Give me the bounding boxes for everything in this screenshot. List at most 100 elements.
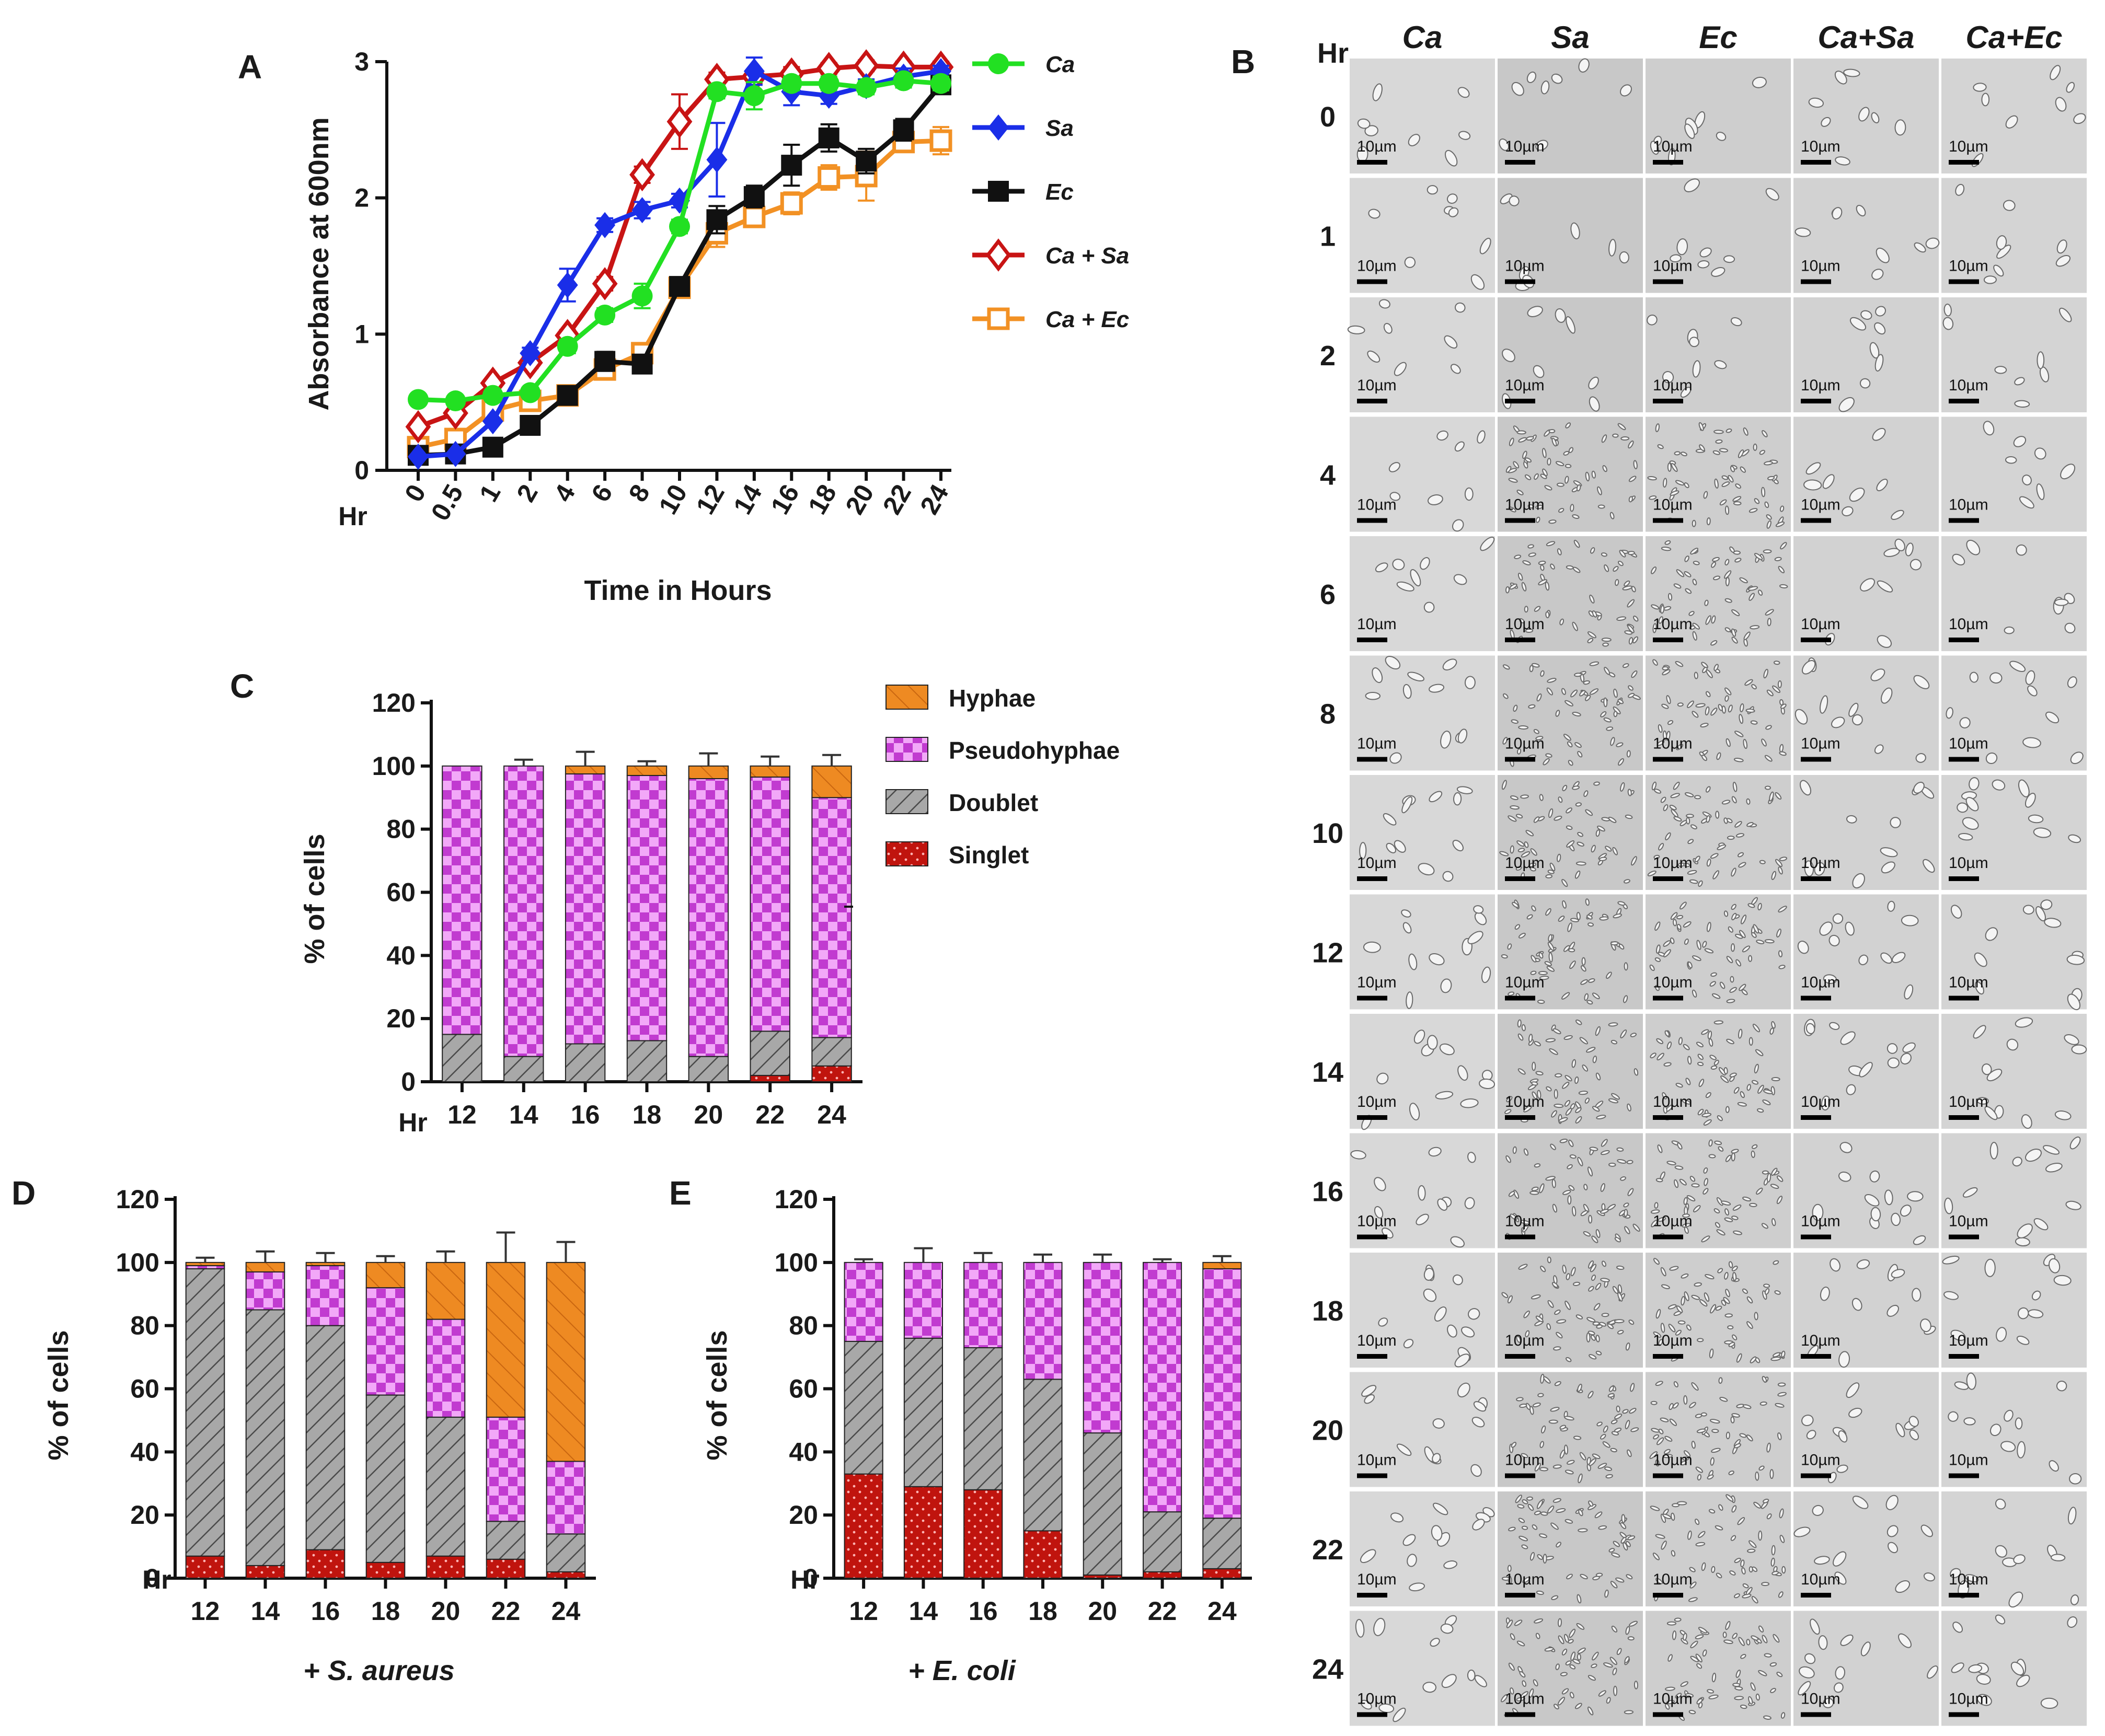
cell-blob <box>1513 461 1520 469</box>
cell-blob <box>1376 1072 1389 1085</box>
micrograph-ca-ec-24h: 10µm <box>1941 1611 2087 1726</box>
cell-blob <box>1974 952 1987 967</box>
data-point-ca <box>893 70 914 91</box>
cell-blob <box>1552 1498 1561 1503</box>
cell-blob <box>1616 1265 1625 1270</box>
panel-a-x-label: Time in Hours <box>584 575 772 606</box>
cell-blob <box>1891 1212 1901 1226</box>
cell-blob <box>1547 1505 1555 1514</box>
cell-blob <box>1909 1429 1919 1440</box>
scale-bar-label: 10µm <box>1505 1452 1545 1469</box>
cell-blob <box>1567 1164 1573 1170</box>
cell-blob <box>1619 251 1629 264</box>
cell-blob <box>1610 1581 1618 1589</box>
cell-blob <box>1429 791 1443 803</box>
cell-blob <box>1579 1037 1588 1045</box>
cell-blob <box>1406 991 1413 1009</box>
cell-blob <box>1720 1075 1729 1083</box>
panel-a-x-tick-label: 14 <box>728 479 767 519</box>
cell-blob <box>1746 1321 1753 1329</box>
bar-segment-doublet <box>486 1521 526 1560</box>
cell-blob <box>1730 466 1735 472</box>
cell-blob <box>2017 1441 2026 1459</box>
micrograph-image <box>1793 1372 1939 1487</box>
scale-bar <box>1949 1712 1979 1717</box>
cell-blob <box>1627 551 1635 555</box>
bar-segment-pseudohyphae <box>442 765 482 1035</box>
cell-blob <box>1963 1417 1976 1426</box>
cell-blob <box>1656 1437 1664 1445</box>
cell-blob <box>1726 1494 1734 1502</box>
cell-blob <box>1536 1590 1544 1595</box>
cell-blob <box>1457 728 1468 744</box>
micrograph-ec-12h: 10µm <box>1646 894 1791 1010</box>
cell-blob <box>1955 183 1965 196</box>
cell-blob <box>1533 729 1539 734</box>
cell-blob <box>1701 1029 1709 1035</box>
y-tick-label: 100 <box>372 751 416 781</box>
micrograph-ca-ec-14h: 10µm <box>1941 1014 2087 1129</box>
cell-blob <box>1567 1195 1572 1205</box>
legend-label: Ca <box>1045 52 1075 77</box>
cell-blob <box>1771 871 1777 880</box>
cell-blob <box>1731 1216 1739 1220</box>
cell-blob <box>1835 156 1850 166</box>
cell-blob <box>1534 1510 1542 1515</box>
cell-blob <box>1778 965 1786 969</box>
cell-blob <box>1375 562 1388 573</box>
cell-blob <box>2037 351 2045 369</box>
cell-blob <box>2044 918 2062 928</box>
cell-blob <box>1716 1229 1726 1236</box>
cell-blob <box>1518 1264 1528 1270</box>
data-point-ec <box>631 353 653 375</box>
cell-blob <box>1623 879 1630 884</box>
bar-segment-singlet <box>1023 1530 1063 1579</box>
bar-22h <box>486 1231 526 1579</box>
cell-blob <box>1617 699 1624 704</box>
cell-blob <box>1913 1235 1926 1245</box>
cell-blob <box>1780 542 1787 550</box>
cell-blob <box>1821 1095 1831 1111</box>
cell-blob <box>1739 577 1748 584</box>
cell-blob <box>1722 1631 1727 1638</box>
panel-b-hr-label: Hr <box>1317 38 1349 69</box>
y-tick-label: 20 <box>386 1004 416 1033</box>
data-point-ca-ec <box>743 205 766 228</box>
row-label-hr-1: 1 <box>1320 221 1336 252</box>
cell-blob <box>1651 781 1657 791</box>
cell-blob <box>1691 1441 1696 1449</box>
micrograph-ca-sa-0h: 10µm <box>1793 59 1939 173</box>
cell-blob <box>1582 1064 1589 1072</box>
cell-blob <box>1677 702 1684 707</box>
cell-blob <box>1718 704 1723 711</box>
cell-blob <box>1598 1525 1607 1530</box>
legend-swatch <box>885 737 928 762</box>
cell-blob <box>1812 1203 1824 1221</box>
cell-blob <box>1559 1450 1566 1459</box>
cell-blob <box>1755 1049 1764 1057</box>
scale-bar <box>1801 399 1831 403</box>
data-point-ca-sa <box>629 158 655 192</box>
legend-swatch <box>885 841 928 866</box>
cell-blob <box>1347 325 1365 334</box>
x-tick-label: 16 <box>571 1100 600 1129</box>
cell-blob <box>1686 1195 1696 1202</box>
cell-blob <box>1754 498 1760 504</box>
y-tick-label: 0 <box>401 1067 416 1096</box>
scale-bar <box>1357 518 1387 523</box>
micrograph-ca-ec-0h: 10µm <box>1941 59 2087 173</box>
cell-blob <box>1689 879 1698 884</box>
cell-blob <box>1611 1093 1620 1100</box>
scale-bar <box>1357 279 1387 284</box>
cell-blob <box>2073 113 2086 124</box>
cell-blob <box>1730 317 1742 327</box>
cell-blob <box>1518 725 1529 730</box>
cell-blob <box>1676 915 1684 920</box>
cell-blob <box>1684 555 1689 562</box>
cell-blob <box>1769 1027 1774 1035</box>
cell-blob <box>1723 255 1735 263</box>
legend-label: Hyphae <box>949 685 1036 712</box>
bar-segment-doublet <box>1202 1518 1242 1569</box>
bar-segment-hyphae <box>565 765 606 774</box>
